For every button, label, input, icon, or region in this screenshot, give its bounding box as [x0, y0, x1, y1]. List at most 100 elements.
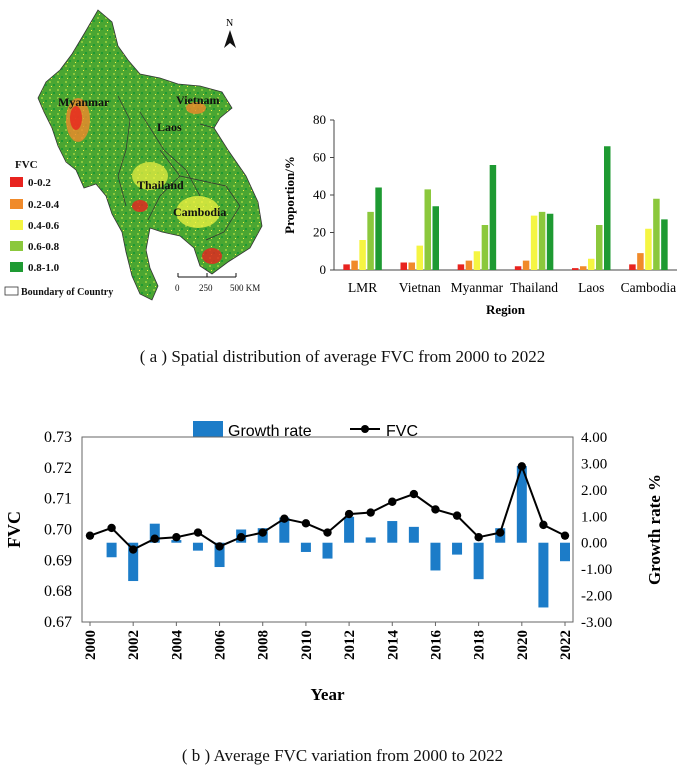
growth-bar-2022 [560, 542, 570, 562]
north-arrow-icon: N [224, 18, 236, 48]
bar-Myanmar-0.4-0.6 [473, 251, 481, 270]
bar-LMR-0.8-1.0 [375, 187, 382, 270]
fvc-point-2017 [452, 511, 462, 520]
legend-label-3: 0.6-0.8 [28, 241, 60, 253]
growth-bar-2001 [106, 542, 117, 558]
combo-x-tick-label: 2016 [428, 630, 444, 661]
combo-right-tick-label: 0.00 [581, 536, 607, 552]
bar-Laos-0-0.2 [572, 268, 579, 270]
combo-x-tick-label: 2002 [126, 630, 142, 660]
fvc-point-2015 [409, 489, 419, 499]
bar-Laos-0.2-0.4 [580, 266, 587, 270]
bar-y-tick-label: 60 [313, 150, 326, 165]
bar-y-tick-label: 0 [320, 262, 327, 277]
fvc-point-2002 [128, 545, 138, 554]
scale-label-250: 250 [199, 283, 213, 293]
legend-title: FVC [15, 159, 38, 171]
fvc-point-2009 [280, 514, 289, 523]
combo-x-tick-label: 2000 [83, 630, 99, 660]
map-legend: FVC 0-0.2 0.2-0.4 0.4-0.6 0.6-0.8 0.8-1.… [4, 159, 113, 298]
region-proportion-chart: Proportion/% Region 0 20 40 60 80 LMR Vietnan M… [272, 108, 682, 323]
fvc-point-2008 [258, 528, 267, 537]
combo-right-tick-label: -1.00 [581, 562, 612, 578]
combo-left-tick-label: 0.67 [44, 614, 72, 631]
growth-bar-2012 [344, 516, 355, 543]
combo-chart-svg: Growth rate FVC FVC Growth rate % Year 0… [4, 421, 664, 704]
combo-legend: Growth rate FVC [193, 421, 418, 440]
growth-bar-2014 [387, 521, 398, 543]
bar-Thailand-0.4-0.6 [530, 215, 538, 270]
label-thailand: Thailand [137, 178, 184, 192]
fvc-point-2018 [474, 533, 483, 542]
fvc-point-2020 [517, 462, 527, 471]
bar-y-tick-label: 20 [313, 225, 326, 240]
bar-Vietnan-0.6-0.8 [424, 189, 431, 270]
growth-bar-2013 [365, 537, 376, 543]
growth-bar-2020 [516, 466, 527, 543]
bar-Vietnan-0-0.2 [400, 262, 407, 270]
bar-x-axis-label: Region [486, 302, 526, 317]
bar-y-axis-label: Proportion/% [282, 156, 297, 234]
growth-bar-2018 [473, 542, 484, 580]
fvc-trend-chart: Growth rate FVC FVC Growth rate % Year 0… [0, 405, 685, 725]
combo-left-tick-label: 0.69 [44, 552, 72, 569]
fvc-point-2012 [344, 509, 354, 519]
bar-Cambodia-0.2-0.4 [637, 253, 644, 270]
legend-label-2: 0.4-0.6 [28, 220, 60, 232]
legend-swatch-2 [10, 220, 23, 230]
combo-x-tick-label: 2014 [385, 630, 401, 661]
combo-right-tick-label: 2.00 [581, 483, 607, 499]
bar-Vietnan-0.4-0.6 [416, 245, 423, 270]
combo-left-tick-label: 0.71 [44, 491, 72, 508]
bar-Cambodia-0-0.2 [629, 264, 636, 270]
legend-growth-swatch [193, 421, 223, 437]
combo-x-axis-label: Year [311, 685, 345, 704]
fvc-point-2005 [193, 528, 203, 537]
fvc-point-2021 [539, 520, 548, 530]
bar-x-tick-label: Laos [578, 280, 604, 295]
bar-LMR-0.4-0.6 [359, 240, 366, 270]
fvc-map: N Myanmar Vietnam Laos Thailand Cambodia… [0, 0, 300, 320]
combo-plot-frame [81, 436, 574, 623]
combo-left-tick-label: 0.73 [44, 429, 72, 446]
bar-Laos-0.6-0.8 [596, 225, 603, 270]
combo-x-tick-label: 2004 [169, 630, 185, 661]
fvc-point-2006 [215, 542, 224, 551]
combo-right-tick-label: 1.00 [581, 509, 607, 525]
boundary-swatch [4, 286, 19, 296]
fvc-point-2003 [150, 534, 159, 543]
legend-label-4: 0.8-1.0 [28, 262, 60, 274]
bar-Cambodia-0.6-0.8 [653, 198, 660, 270]
growth-bar-2011 [322, 542, 333, 559]
legend-swatch-4 [10, 262, 23, 272]
combo-left-tick-label: 0.68 [44, 583, 72, 600]
bar-Thailand-0.8-1.0 [546, 213, 554, 270]
combo-left-tick-label: 0.72 [44, 460, 72, 477]
scale-bar: 0 250 500 KM [175, 273, 260, 293]
map-svg: N Myanmar Vietnam Laos Thailand Cambodia… [4, 9, 263, 301]
bar-LMR-0-0.2 [343, 264, 350, 270]
combo-x-tick-label: 2006 [213, 630, 229, 661]
combo-x-tick-label: 2022 [558, 630, 574, 660]
growth-bar-2017 [452, 542, 463, 555]
caption-b: ( b ) Average FVC variation from 2000 to… [181, 746, 504, 765]
combo-left-axis-label: FVC [4, 511, 24, 548]
country-boundaries [117, 95, 241, 241]
combo-right-axis-label: Growth rate % [645, 474, 664, 585]
bar-Myanmar-0.8-1.0 [489, 165, 497, 270]
bar-LMR-0.2-0.4 [351, 260, 358, 270]
legend-fvc-label: FVC [386, 423, 418, 440]
bar-Myanmar-0.2-0.4 [465, 260, 473, 270]
bar-x-tick-label: LMR [348, 280, 377, 295]
scale-label-0: 0 [175, 283, 180, 293]
growth-bar-2006 [214, 542, 225, 568]
label-laos: Laos [157, 120, 182, 134]
bar-x-tick-label: Myanmar [451, 280, 504, 295]
label-myanmar: Myanmar [58, 95, 110, 109]
bar-Laos-0.8-1.0 [604, 146, 611, 270]
fvc-point-2001 [107, 523, 116, 533]
growth-bar-2002 [128, 542, 139, 582]
bar-x-tick-label: Cambodia [621, 280, 677, 295]
boundary-label: Boundary of Country [21, 287, 113, 298]
legend-swatch-1 [10, 199, 23, 209]
